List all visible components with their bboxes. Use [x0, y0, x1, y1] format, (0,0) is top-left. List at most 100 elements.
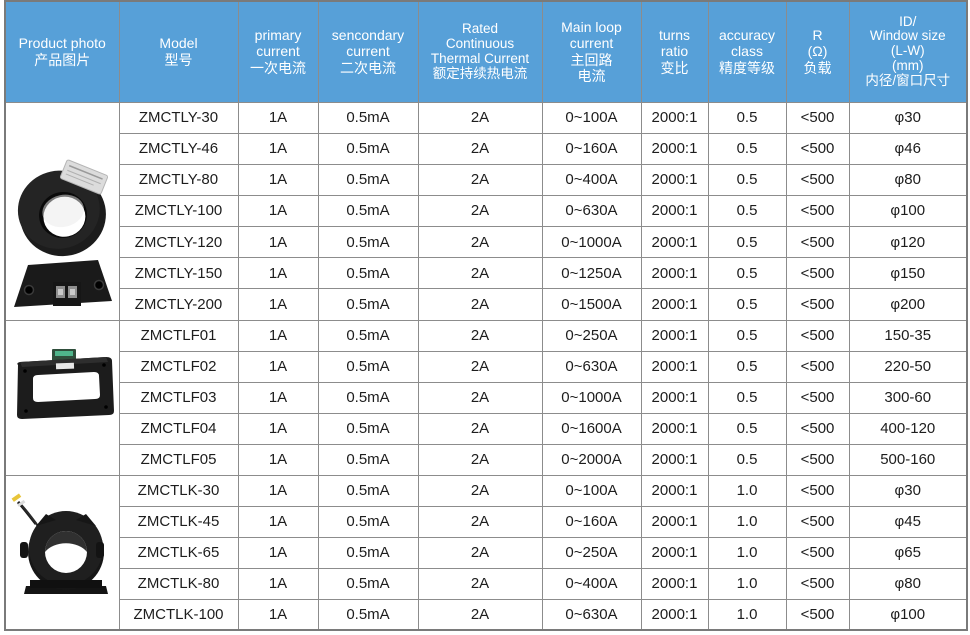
cell-secondary-current: 0.5mA	[317, 101, 419, 134]
cell-accuracy-class: 0.5	[707, 288, 787, 321]
table-row: ZMCTLK-100 1A 0.5mA 2A 0~630A 2000:1 1.0 <500 φ1…	[5, 598, 968, 631]
cell-accuracy-class: 0.5	[707, 226, 787, 259]
cell-main-loop-current: 0~400A	[541, 567, 642, 600]
cell-turns-ratio: 2000:1	[640, 474, 709, 507]
cell-window-size: 150-35	[848, 319, 968, 352]
cell-secondary-current: 0.5mA	[317, 443, 419, 476]
cell-main-loop-current: 0~250A	[541, 319, 642, 352]
cell-main-loop-current: 0~160A	[541, 132, 642, 165]
cell-thermal-current: 2A	[417, 505, 543, 538]
cell-model: ZMCTLY-46	[118, 132, 239, 165]
cell-window-size: φ100	[848, 598, 968, 631]
table-row: ZMCTLY-46 1A 0.5mA 2A 0~160A 2000:1 0.5 <500 φ46	[5, 132, 968, 165]
cell-turns-ratio: 2000:1	[640, 443, 709, 476]
cell-main-loop-current: 0~100A	[541, 101, 642, 134]
cell-secondary-current: 0.5mA	[317, 288, 419, 321]
table-header: Product photo 产品图片 Model 型号 primary current 一次…	[4, 0, 968, 103]
cell-model: ZMCTLK-45	[118, 505, 239, 538]
cell-accuracy-class: 1.0	[707, 536, 787, 569]
cell-accuracy-class: 0.5	[707, 350, 787, 383]
table-row: ZMCTLY-150 1A 0.5mA 2A 0~1250A 2000:1 0.5 <500 φ…	[5, 257, 968, 290]
cell-model: ZMCTLY-150	[118, 257, 239, 290]
header-line: current	[569, 35, 614, 52]
cell-r-load: <500	[785, 194, 850, 228]
col-header-accuracy-class: accuracy class 精度等级	[707, 0, 787, 103]
cell-primary-current: 1A	[237, 536, 319, 569]
round-flange-ct-photo	[11, 493, 109, 594]
cell-r-load: <500	[785, 598, 850, 631]
header-line: 额定持续热电流	[432, 65, 528, 81]
cell-window-size: φ30	[848, 101, 968, 134]
cell-model: ZMCTLF04	[118, 412, 239, 445]
toroidal-base-ct-photo	[14, 159, 113, 307]
ct-specification-table: Product photo 产品图片 Model 型号 primary current 一次…	[4, 0, 968, 631]
cell-primary-current: 1A	[237, 505, 319, 538]
cell-accuracy-class: 1.0	[707, 505, 787, 538]
cell-main-loop-current: 0~1250A	[541, 257, 642, 290]
table-row: ZMCTLF04 1A 0.5mA 2A 0~1600A 2000:1 0.5 <500 400…	[5, 412, 968, 445]
cell-window-size: φ45	[848, 505, 968, 538]
table-row: ZMCTLF01 1A 0.5mA 2A 0~250A 2000:1 0.5 <500 150-…	[4, 319, 968, 476]
cell-turns-ratio: 2000:1	[640, 381, 709, 414]
cell-window-size: φ200	[848, 288, 968, 321]
cell-model: ZMCTLK-80	[118, 567, 239, 600]
cell-primary-current: 1A	[237, 226, 319, 259]
cell-primary-current: 1A	[237, 257, 319, 290]
cell-secondary-current: 0.5mA	[317, 536, 419, 569]
cell-accuracy-class: 1.0	[707, 598, 787, 631]
cell-thermal-current: 2A	[417, 536, 543, 569]
cell-primary-current: 1A	[237, 381, 319, 414]
rectangular-frame-ct-photo	[17, 349, 115, 419]
table-row: ZMCTLY-120 1A 0.5mA 2A 0~1000A 2000:1 0.5 <500 φ…	[5, 226, 968, 259]
spec-table-container: Product photo 产品图片 Model 型号 primary current 一次…	[4, 0, 968, 631]
cell-secondary-current: 0.5mA	[317, 381, 419, 414]
cell-model: ZMCTLK-30	[118, 474, 239, 507]
header-line: turns	[658, 26, 691, 43]
cell-main-loop-current: 0~160A	[541, 505, 642, 538]
product-photo-rectangular-frame-ct	[4, 319, 120, 476]
cell-accuracy-class: 1.0	[707, 474, 787, 507]
cell-primary-current: 1A	[237, 350, 319, 383]
cell-secondary-current: 0.5mA	[317, 505, 419, 538]
header-line: sencondary	[331, 26, 405, 43]
cell-accuracy-class: 0.5	[707, 132, 787, 165]
cell-model: ZMCTLY-80	[118, 163, 239, 196]
cell-r-load: <500	[785, 288, 850, 321]
cell-secondary-current: 0.5mA	[317, 132, 419, 165]
cell-main-loop-current: 0~1600A	[541, 412, 642, 445]
cell-turns-ratio: 2000:1	[640, 257, 709, 290]
cell-r-load: <500	[785, 381, 850, 414]
cell-turns-ratio: 2000:1	[640, 412, 709, 445]
cell-r-load: <500	[785, 132, 850, 165]
cell-model: ZMCTLY-200	[118, 288, 239, 321]
header-line: 一次电流	[250, 60, 306, 76]
cell-main-loop-current: 0~630A	[541, 194, 642, 228]
table-row: ZMCTLF05 1A 0.5mA 2A 0~2000A 2000:1 0.5 <500 500…	[5, 443, 968, 476]
cell-thermal-current: 2A	[417, 319, 543, 352]
cell-primary-current: 1A	[237, 319, 319, 352]
table-row: ZMCTLK-30 1A 0.5mA 2A 0~100A 2000:1 1.0 <500 φ30	[4, 474, 968, 631]
header-line: 精度等级	[719, 60, 775, 76]
header-line: 主回路	[570, 51, 613, 68]
cell-turns-ratio: 2000:1	[640, 505, 709, 538]
header-line: Rated	[461, 21, 499, 37]
cell-secondary-current: 0.5mA	[317, 319, 419, 352]
cell-secondary-current: 0.5mA	[317, 474, 419, 507]
cell-accuracy-class: 0.5	[707, 101, 787, 134]
table-row: ZMCTLY-80 1A 0.5mA 2A 0~400A 2000:1 0.5 <500 φ80	[5, 163, 968, 196]
cell-primary-current: 1A	[237, 163, 319, 196]
cell-turns-ratio: 2000:1	[640, 194, 709, 228]
header-line: ID/	[899, 13, 917, 29]
cell-turns-ratio: 2000:1	[640, 567, 709, 600]
cell-thermal-current: 2A	[417, 226, 543, 259]
cell-accuracy-class: 0.5	[707, 194, 787, 228]
header-line: 内径/窗口尺寸	[865, 73, 951, 89]
cell-window-size: φ150	[848, 257, 968, 290]
cell-turns-ratio: 2000:1	[640, 288, 709, 321]
header-line: 电流	[577, 68, 606, 85]
product-photo-round-flange-ct	[4, 474, 120, 631]
header-line: current	[256, 43, 300, 60]
header-line: 型号	[164, 51, 193, 68]
header-row: Product photo 产品图片 Model 型号 primary current 一次…	[4, 0, 968, 103]
cell-secondary-current: 0.5mA	[317, 163, 419, 196]
